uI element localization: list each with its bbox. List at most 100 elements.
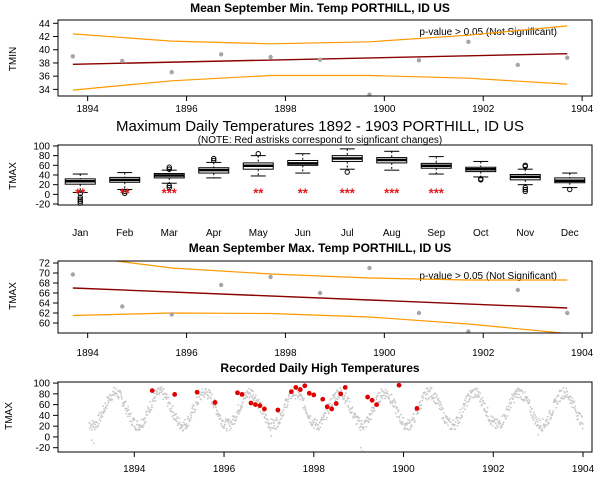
month-label: Mar — [161, 228, 179, 239]
daily-high-point — [392, 401, 394, 404]
daily-high-point — [269, 426, 271, 429]
box-outlier — [122, 190, 128, 197]
daily-high-point — [576, 412, 578, 414]
daily-high-point — [252, 399, 255, 401]
daily-high-point — [182, 429, 185, 432]
daily-high-point — [493, 419, 496, 422]
daily-high-point — [209, 396, 212, 398]
daily-high-point — [143, 422, 146, 425]
daily-high-point — [399, 419, 401, 422]
daily-high-point — [552, 410, 555, 412]
daily-high-point — [181, 426, 184, 428]
box-outlier — [522, 186, 528, 193]
daily-high-point — [237, 413, 240, 415]
box-outlier — [166, 184, 172, 191]
daily-high-point — [435, 396, 438, 399]
daily-high-point — [215, 409, 218, 411]
daily-high-point — [513, 401, 515, 404]
daily-high-point — [413, 417, 415, 420]
daily-high-point — [545, 418, 548, 421]
daily-high-point — [149, 401, 152, 403]
daily-high-point — [155, 392, 158, 395]
daily-high-point — [457, 416, 460, 419]
daily-high-point — [223, 423, 226, 426]
daily-high-point — [204, 389, 207, 391]
daily-high-point — [171, 415, 174, 418]
box-outlier — [77, 194, 83, 200]
daily-high-point — [468, 395, 471, 398]
panel3-data-point — [515, 287, 521, 293]
daily-high-point — [165, 398, 168, 400]
daily-high-point — [459, 408, 462, 411]
panel2-y-tick-label: 40 — [39, 171, 51, 182]
daily-high-point — [189, 419, 192, 422]
daily-high-point — [470, 396, 473, 398]
daily-high-point — [279, 421, 281, 424]
daily-high-point — [150, 408, 152, 411]
daily-high-point — [546, 421, 549, 423]
panel1-y-tick-label: 42 — [39, 32, 51, 43]
daily-high-point — [336, 389, 338, 392]
daily-high-point — [396, 415, 398, 418]
significance-marker: ** — [75, 185, 86, 200]
daily-high-point — [264, 421, 267, 423]
daily-high-point — [425, 398, 428, 401]
daily-high-point — [375, 396, 378, 399]
daily-high-point — [345, 400, 348, 402]
daily-high-point — [107, 401, 110, 404]
panel2-y-tick-label: 20 — [39, 180, 51, 191]
daily-high-point — [230, 427, 232, 430]
daily-high-point — [391, 404, 394, 407]
daily-high-point — [244, 392, 247, 394]
daily-high-point — [259, 401, 262, 404]
record-high-point — [414, 405, 420, 411]
daily-high-point — [349, 411, 351, 413]
panel1-x-tick-label: 1904 — [571, 104, 594, 115]
daily-high-point — [386, 392, 389, 395]
panel3-title: Mean September Max. Temp PORTHILL, ID US — [189, 241, 452, 255]
daily-high-point — [282, 413, 285, 416]
daily-high-point — [124, 400, 127, 403]
daily-high-point — [197, 402, 200, 405]
daily-high-point — [505, 416, 507, 419]
daily-high-point — [206, 393, 209, 396]
daily-high-point — [318, 428, 320, 430]
daily-high-point — [304, 406, 307, 409]
daily-high-point — [579, 413, 582, 415]
daily-high-point — [130, 420, 133, 423]
daily-high-point — [359, 420, 361, 423]
daily-high-point — [456, 419, 459, 422]
record-high-point — [338, 391, 344, 397]
daily-high-point — [229, 425, 232, 428]
daily-high-point — [168, 396, 170, 399]
daily-high-point — [350, 412, 352, 415]
record-high-point — [262, 406, 267, 412]
daily-high-point — [534, 421, 537, 423]
daily-high-point — [108, 396, 110, 399]
daily-high-point — [310, 421, 312, 424]
daily-high-point — [248, 387, 250, 390]
daily-high-point — [478, 391, 480, 393]
daily-high-point — [474, 393, 476, 396]
daily-high-point — [555, 400, 558, 403]
daily-high-point — [102, 405, 104, 408]
daily-high-point — [186, 427, 188, 429]
daily-high-point — [150, 404, 153, 407]
daily-high-point — [154, 396, 157, 399]
daily-high-point — [184, 418, 186, 421]
daily-high-point — [536, 420, 539, 423]
month-label: Sep — [427, 228, 445, 239]
daily-high-point — [93, 422, 96, 424]
significance-marker: *** — [162, 185, 178, 200]
daily-high-point — [270, 422, 273, 425]
panel4-y-label: TMAX — [4, 402, 15, 430]
daily-high-point — [359, 446, 362, 449]
daily-high-point — [166, 393, 168, 396]
daily-high-point — [130, 412, 132, 415]
daily-high-point — [343, 397, 346, 400]
daily-high-point — [567, 397, 570, 400]
daily-high-point — [90, 439, 93, 442]
daily-high-point — [172, 411, 174, 413]
daily-high-point — [295, 394, 298, 397]
daily-high-point — [125, 412, 127, 415]
